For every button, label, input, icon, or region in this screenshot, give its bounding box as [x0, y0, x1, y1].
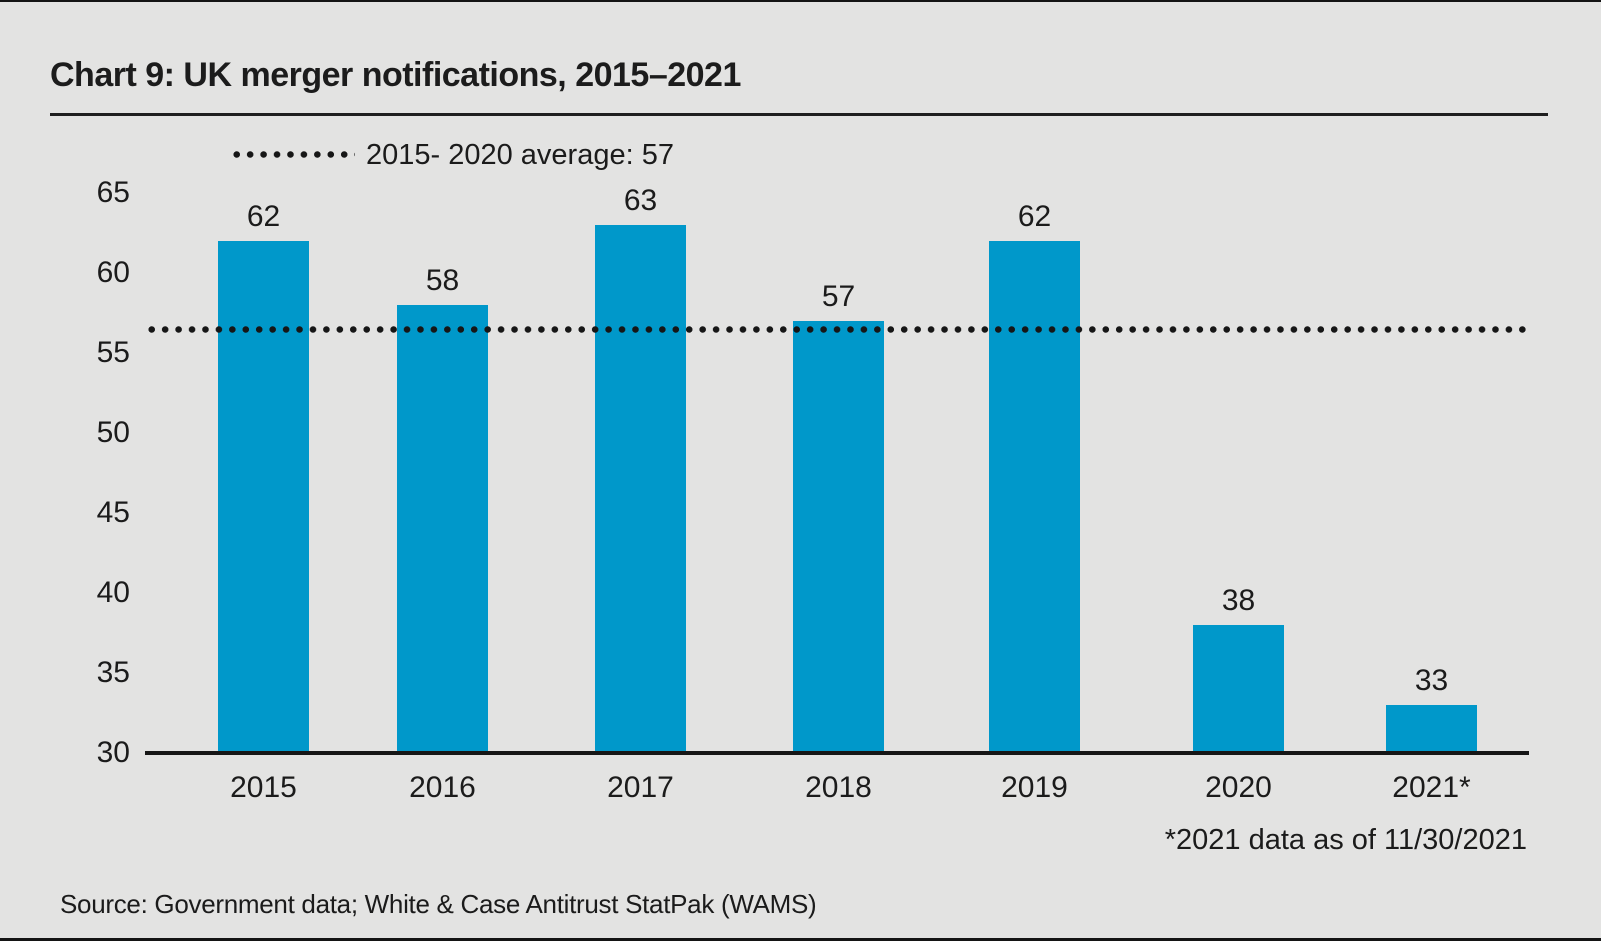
- bar-value-label: 62: [1017, 200, 1052, 233]
- bar-2017: [595, 225, 686, 753]
- bar-value-label: 33: [1414, 664, 1449, 697]
- bar-value-label: 63: [623, 184, 658, 217]
- average-line-legend-label: 2015- 2020 average: 57: [366, 139, 674, 171]
- bar-2018: [793, 321, 884, 753]
- bottom-border-line: [0, 938, 1601, 941]
- y-axis-label: 50: [96, 416, 130, 449]
- y-axis-label: 55: [96, 336, 130, 369]
- top-border-line: [0, 0, 1601, 2]
- x-axis-label: 2018: [805, 771, 872, 804]
- bar-2019: [989, 241, 1080, 753]
- x-axis-label: 2017: [607, 771, 674, 804]
- bar-value-label: 62: [246, 200, 281, 233]
- bar-2020: [1193, 625, 1284, 753]
- y-axis-label: 60: [96, 256, 130, 289]
- source-note: Source: Government data; White & Case An…: [60, 889, 817, 919]
- chart-title: Chart 9: UK merger notifications, 2015–2…: [50, 56, 741, 94]
- y-axis-label: 45: [96, 496, 130, 529]
- x-axis-label: 2015: [230, 771, 297, 804]
- x-axis-line: [145, 751, 1529, 755]
- bar-2021*: [1386, 705, 1477, 753]
- y-axis-label: 35: [96, 656, 130, 689]
- bar-value-label: 38: [1221, 584, 1256, 617]
- title-divider-line: [50, 113, 1548, 116]
- y-axis-label: 40: [96, 576, 130, 609]
- y-axis-label: 65: [96, 176, 130, 209]
- bar-value-label: 58: [425, 264, 460, 297]
- x-axis-label: 2020: [1205, 771, 1272, 804]
- bar-value-label: 57: [821, 280, 856, 313]
- y-axis-label: 30: [96, 736, 130, 769]
- bar-2016: [397, 305, 488, 753]
- average-line-legend-swatch: [230, 150, 355, 159]
- x-axis-label: 2021*: [1392, 771, 1471, 804]
- average-dotted-line: [145, 325, 1527, 334]
- data-footnote: *2021 data as of 11/30/2021: [1164, 824, 1527, 856]
- x-axis-label: 2016: [409, 771, 476, 804]
- x-axis-label: 2019: [1001, 771, 1068, 804]
- bar-2015: [218, 241, 309, 753]
